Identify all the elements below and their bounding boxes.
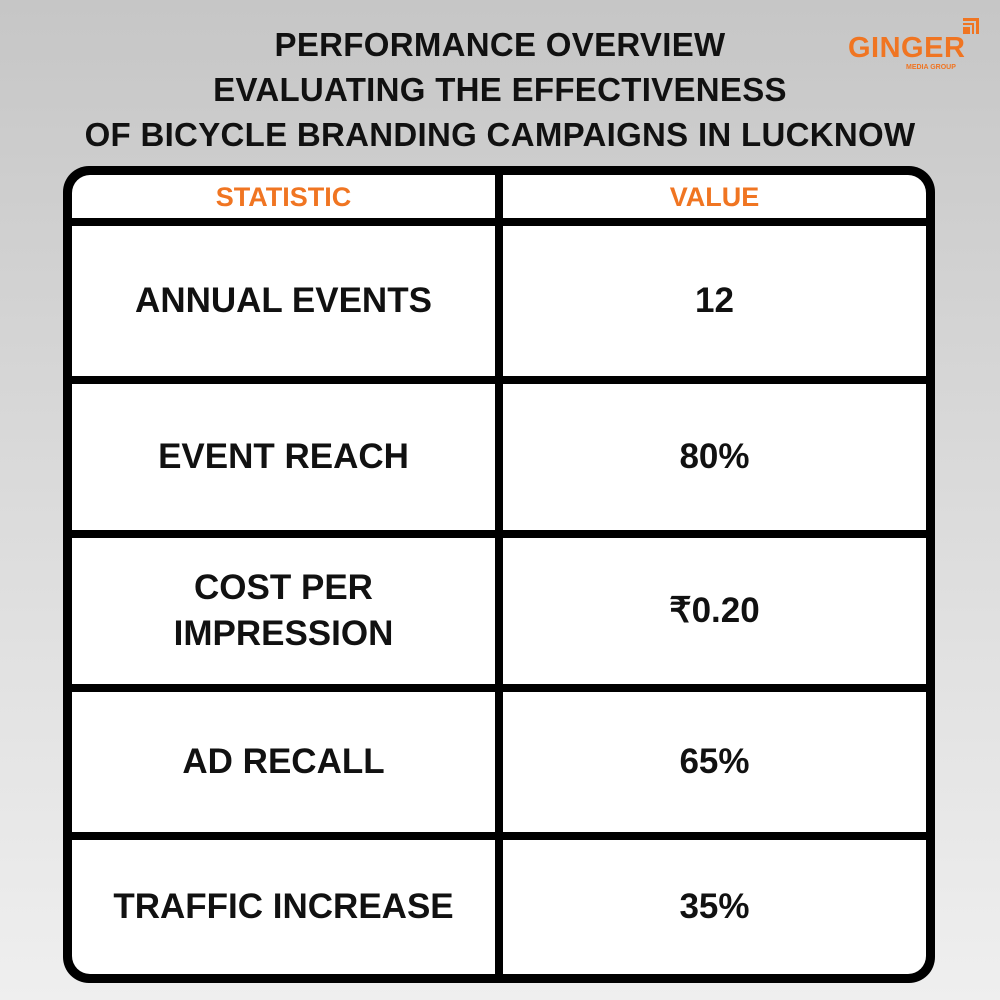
statistic-cell: AD RECALL	[72, 692, 495, 832]
title-line-3: OF BICYCLE BRANDING CAMPAIGNS IN LUCKNOW	[84, 116, 916, 153]
statistic-cell: ANNUAL EVENTS	[72, 226, 495, 376]
header-value: VALUE	[503, 175, 926, 218]
logo-tagline: MEDIA GROUP	[906, 64, 956, 71]
value-cell: 35%	[503, 840, 926, 974]
ginger-media-group-logo: GINGER MEDIA GROUP	[848, 18, 983, 71]
statistic-cell: EVENT REACH	[72, 384, 495, 530]
value-cell: 12	[503, 226, 926, 376]
value-cell: 80%	[503, 384, 926, 530]
value-cell: 65%	[503, 692, 926, 832]
value-cell: ₹0.20	[503, 538, 926, 684]
statistic-text: COST PER IMPRESSION	[173, 568, 394, 653]
header-statistic: STATISTIC	[72, 175, 495, 218]
page-title: PERFORMANCE OVERVIEW EVALUATING THE EFFE…	[0, 22, 1000, 157]
statistics-table: STATISTIC VALUE ANNUAL EVENTS 12 EVENT R…	[63, 166, 935, 983]
title-line-1: PERFORMANCE OVERVIEW	[274, 26, 726, 63]
title-line-2: EVALUATING THE EFFECTIVENESS	[213, 71, 787, 108]
logo-word: GINGER	[848, 32, 966, 64]
statistic-cell: TRAFFIC INCREASE	[72, 840, 495, 974]
statistic-cell: COST PER IMPRESSION	[72, 538, 495, 684]
logo-mark-icon	[963, 18, 979, 34]
